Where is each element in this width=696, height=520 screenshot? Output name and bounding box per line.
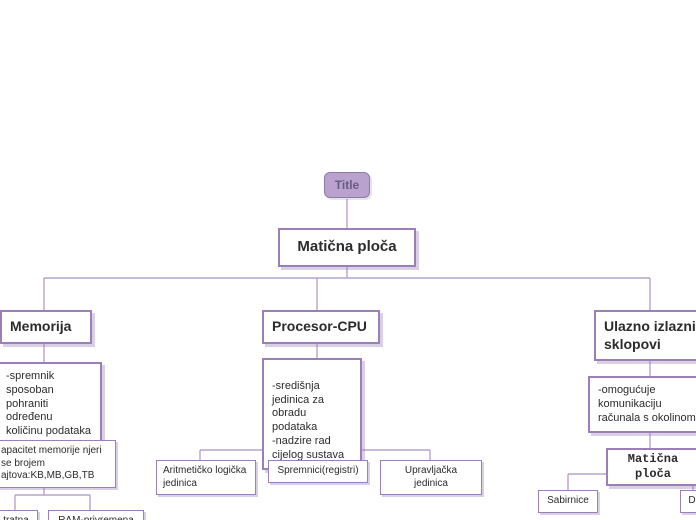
io-d-text: D <box>688 495 695 506</box>
memorija-desc-text: -spremnik sposoban pohraniti određenu ko… <box>6 370 91 437</box>
cpu-reg: Spremnici(registri) <box>268 460 368 483</box>
io-bus-text: Sabirnice <box>547 495 589 506</box>
memorija-leaf1-text: tratna <box>3 515 29 520</box>
io-bus: Sabirnice <box>538 490 598 513</box>
memorija-title: Memorija <box>0 310 92 344</box>
memorija-title-text: Memorija <box>10 318 71 334</box>
io-sub-text: Matična ploča <box>628 452 678 481</box>
cpu-title: Procesor-CPU <box>262 310 380 344</box>
memorija-leaf2-text: RAM-privremena <box>58 515 134 520</box>
io-title: Ulazno izlazni sklopovi <box>594 310 696 361</box>
memorija-leaf2: RAM-privremena <box>48 510 144 520</box>
io-sub: Matična ploča <box>606 448 696 486</box>
memorija-cap: apacitet memorije njeri se brojem ajtova… <box>0 440 116 488</box>
cpu-cu-text: Upravljačka jedinica <box>405 465 457 489</box>
io-d: D <box>680 490 696 513</box>
cpu-title-text: Procesor-CPU <box>272 318 367 334</box>
memorija-desc: -spremnik sposoban pohraniti određenu ko… <box>0 362 102 447</box>
cpu-cu: Upravljačka jedinica <box>380 460 482 495</box>
cpu-reg-text: Spremnici(registri) <box>277 465 358 476</box>
root-label: Matična ploča <box>297 238 396 255</box>
cpu-alu-text: Aritmetičko logička jedinica <box>163 465 246 489</box>
memorija-cap-text: apacitet memorije njeri se brojem ajtova… <box>1 445 102 481</box>
title-label: Title <box>335 178 359 192</box>
cpu-alu: Aritmetičko logička jedinica <box>156 460 256 495</box>
title-node: Title <box>324 172 370 198</box>
io-title-text: Ulazno izlazni sklopovi <box>604 318 696 352</box>
io-desc: -omogućuje komunikaciju računala s okoli… <box>588 376 696 433</box>
cpu-desc: -središnja jedinica za obradu podataka -… <box>262 358 362 470</box>
memorija-leaf1: tratna <box>0 510 38 520</box>
cpu-desc-text: -središnja jedinica za obradu podataka -… <box>272 380 344 461</box>
root-node: Matična ploča <box>278 228 416 267</box>
io-desc-text: -omogućuje komunikaciju računala s okoli… <box>598 384 696 424</box>
